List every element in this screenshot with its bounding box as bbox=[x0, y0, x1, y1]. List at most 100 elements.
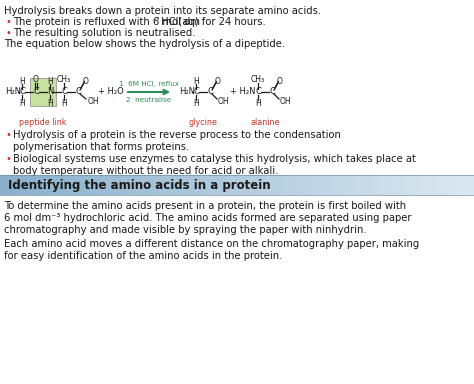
Text: The equation below shows the hydrolysis of a dipeptide.: The equation below shows the hydrolysis … bbox=[4, 39, 285, 49]
Text: H: H bbox=[61, 99, 67, 108]
Bar bbox=[302, 175, 308, 195]
Bar bbox=[261, 175, 266, 195]
Text: OH: OH bbox=[280, 96, 292, 106]
Text: C: C bbox=[33, 88, 39, 96]
Bar bbox=[136, 175, 142, 195]
Bar bbox=[296, 175, 302, 195]
Bar bbox=[65, 175, 71, 195]
Text: •: • bbox=[6, 28, 12, 38]
Bar bbox=[30, 78, 56, 106]
Text: H: H bbox=[193, 76, 199, 86]
Bar bbox=[266, 175, 273, 195]
Bar bbox=[95, 175, 100, 195]
Bar bbox=[337, 175, 344, 195]
Bar bbox=[320, 175, 326, 195]
Text: chromatography and made visible by spraying the paper with ninhydrin.: chromatography and made visible by spray… bbox=[4, 225, 366, 235]
Text: Each amino acid moves a different distance on the chromatography paper, making: Each amino acid moves a different distan… bbox=[4, 239, 419, 249]
Bar bbox=[273, 175, 278, 195]
Text: Identifying the amino acids in a protein: Identifying the amino acids in a protein bbox=[8, 179, 271, 192]
Bar bbox=[344, 175, 349, 195]
Text: The protein is refluxed with 6 mol dm: The protein is refluxed with 6 mol dm bbox=[13, 17, 200, 27]
Bar bbox=[290, 175, 296, 195]
Bar bbox=[183, 175, 190, 195]
Bar bbox=[456, 175, 462, 195]
Text: 2  neutralise: 2 neutralise bbox=[127, 97, 172, 103]
Text: peptide link: peptide link bbox=[19, 118, 67, 127]
Text: HCl(aq) for 24 hours.: HCl(aq) for 24 hours. bbox=[158, 17, 266, 27]
Bar bbox=[24, 175, 29, 195]
Bar bbox=[249, 175, 255, 195]
Text: O: O bbox=[83, 76, 89, 86]
Bar bbox=[36, 175, 41, 195]
Text: H₂N: H₂N bbox=[5, 88, 21, 96]
Bar bbox=[201, 175, 207, 195]
Text: H: H bbox=[255, 99, 261, 108]
Bar bbox=[391, 175, 397, 195]
Bar bbox=[243, 175, 249, 195]
Text: CH₃: CH₃ bbox=[57, 76, 71, 84]
Text: C: C bbox=[193, 88, 199, 96]
Bar bbox=[178, 175, 183, 195]
Text: C: C bbox=[61, 88, 67, 96]
Text: The resulting solution is neutralised.: The resulting solution is neutralised. bbox=[13, 28, 195, 38]
Bar bbox=[124, 175, 130, 195]
Bar bbox=[397, 175, 403, 195]
Bar bbox=[195, 175, 201, 195]
Bar bbox=[356, 175, 361, 195]
Text: O: O bbox=[215, 76, 221, 86]
Bar bbox=[468, 175, 474, 195]
Text: H₂N: H₂N bbox=[179, 88, 195, 96]
Bar bbox=[213, 175, 219, 195]
Bar bbox=[47, 175, 53, 195]
Bar bbox=[385, 175, 391, 195]
Bar bbox=[154, 175, 160, 195]
Text: C: C bbox=[269, 88, 275, 96]
Bar bbox=[89, 175, 95, 195]
Bar bbox=[367, 175, 373, 195]
Text: O: O bbox=[277, 76, 283, 86]
Bar bbox=[314, 175, 320, 195]
Text: Hydrolysis of a protein is the reverse process to the condensation: Hydrolysis of a protein is the reverse p… bbox=[13, 130, 341, 140]
Text: H: H bbox=[47, 99, 53, 108]
Bar bbox=[107, 175, 112, 195]
Text: 1  6M HCl, reflux: 1 6M HCl, reflux bbox=[119, 81, 179, 87]
Bar bbox=[29, 175, 36, 195]
Bar bbox=[18, 175, 24, 195]
Bar bbox=[130, 175, 136, 195]
Bar bbox=[237, 175, 243, 195]
Bar bbox=[420, 175, 427, 195]
Bar bbox=[432, 175, 438, 195]
Text: N: N bbox=[47, 88, 53, 96]
Bar bbox=[278, 175, 284, 195]
Text: glycine: glycine bbox=[189, 118, 218, 127]
Bar bbox=[172, 175, 178, 195]
Bar bbox=[255, 175, 261, 195]
Text: C: C bbox=[255, 88, 261, 96]
Bar bbox=[444, 175, 450, 195]
Bar bbox=[373, 175, 379, 195]
Text: H: H bbox=[47, 76, 53, 86]
Text: + H₂O: + H₂O bbox=[98, 88, 124, 96]
Bar bbox=[83, 175, 89, 195]
Bar bbox=[160, 175, 166, 195]
Bar bbox=[415, 175, 420, 195]
Bar bbox=[71, 175, 77, 195]
Text: •: • bbox=[6, 130, 12, 140]
Bar bbox=[438, 175, 444, 195]
Bar bbox=[59, 175, 65, 195]
Text: H: H bbox=[19, 99, 25, 108]
Bar bbox=[148, 175, 154, 195]
Text: body temperature without the need for acid or alkali.: body temperature without the need for ac… bbox=[13, 166, 278, 176]
Text: C: C bbox=[75, 88, 81, 96]
Text: C: C bbox=[207, 88, 213, 96]
Bar bbox=[6, 175, 12, 195]
Bar bbox=[166, 175, 172, 195]
Bar bbox=[349, 175, 356, 195]
Bar bbox=[190, 175, 195, 195]
Bar bbox=[12, 175, 18, 195]
Text: ⁻³: ⁻³ bbox=[152, 17, 159, 25]
Bar bbox=[308, 175, 314, 195]
Bar bbox=[361, 175, 367, 195]
Text: OH: OH bbox=[218, 96, 229, 106]
Bar bbox=[142, 175, 148, 195]
